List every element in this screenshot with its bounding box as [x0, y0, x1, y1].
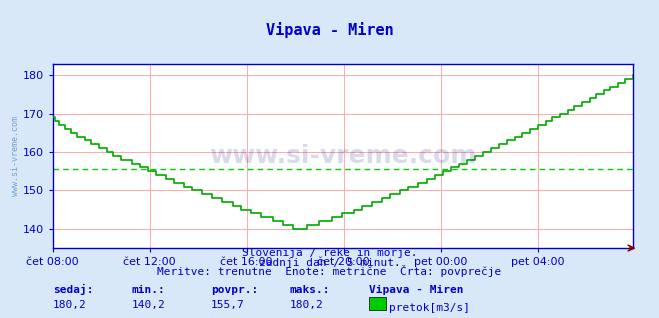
Text: www.si-vreme.com: www.si-vreme.com — [11, 116, 20, 196]
Text: Vipava - Miren: Vipava - Miren — [266, 22, 393, 38]
Text: zadnji dan / 5 minut.: zadnji dan / 5 minut. — [258, 258, 401, 267]
Text: www.si-vreme.com: www.si-vreme.com — [209, 144, 476, 168]
Text: 180,2: 180,2 — [53, 301, 86, 310]
Text: maks.:: maks.: — [290, 285, 330, 294]
Text: Vipava - Miren: Vipava - Miren — [369, 285, 463, 294]
Text: 140,2: 140,2 — [132, 301, 165, 310]
Text: 180,2: 180,2 — [290, 301, 324, 310]
Text: sedaj:: sedaj: — [53, 284, 93, 294]
Text: Slovenija / reke in morje.: Slovenija / reke in morje. — [242, 248, 417, 258]
Text: povpr.:: povpr.: — [211, 285, 258, 294]
Text: min.:: min.: — [132, 285, 165, 294]
Text: 155,7: 155,7 — [211, 301, 244, 310]
Text: Meritve: trenutne  Enote: metrične  Črta: povprečje: Meritve: trenutne Enote: metrične Črta: … — [158, 265, 501, 277]
Text: pretok[m3/s]: pretok[m3/s] — [389, 303, 470, 314]
